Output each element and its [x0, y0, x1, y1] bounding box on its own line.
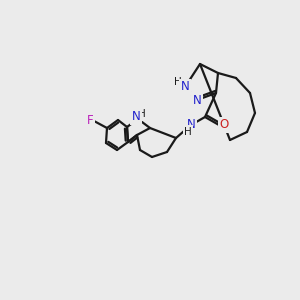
Text: N: N: [132, 110, 140, 124]
Text: N: N: [193, 94, 201, 106]
Text: F: F: [87, 115, 93, 128]
Text: N: N: [181, 80, 189, 94]
Text: H: H: [184, 127, 192, 137]
Text: H: H: [138, 109, 146, 119]
Text: N: N: [187, 118, 195, 131]
Text: H: H: [174, 77, 182, 87]
Text: O: O: [219, 118, 229, 131]
